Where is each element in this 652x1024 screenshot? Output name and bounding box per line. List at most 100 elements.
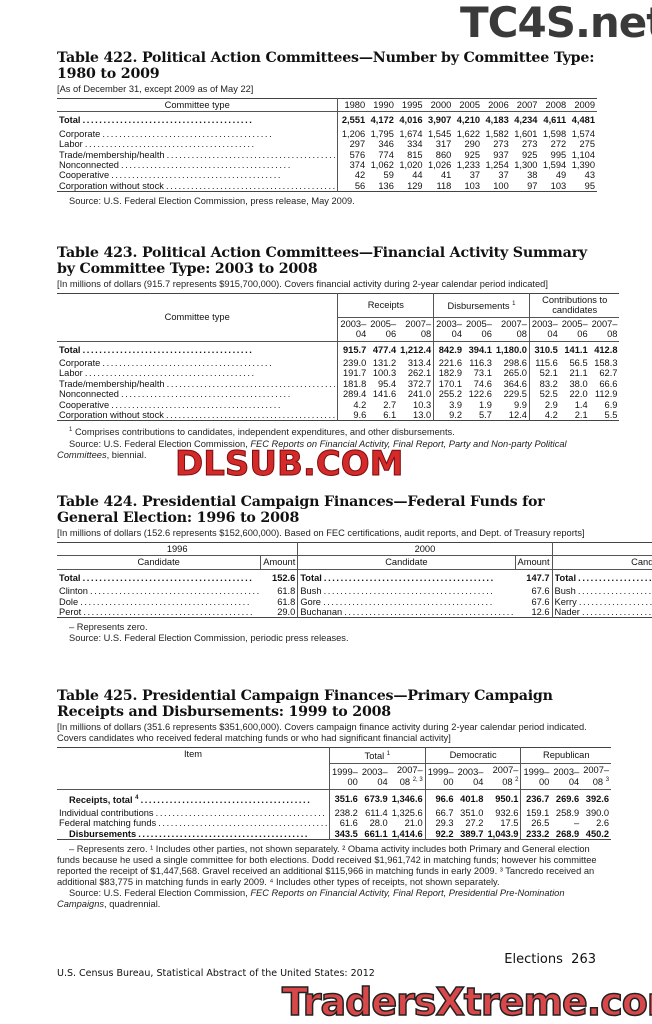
amount-header: Amount bbox=[260, 555, 299, 570]
group-header: Disbursements 1 bbox=[433, 293, 530, 318]
group-label: Disbursements bbox=[447, 301, 510, 312]
cell-value: 181.8 bbox=[343, 378, 367, 389]
cell-value: 131.2 bbox=[372, 358, 397, 369]
cell-value: 116.3 bbox=[469, 358, 492, 369]
cell-value: 73.1 bbox=[473, 368, 492, 379]
row-label-text: Cooperative bbox=[59, 170, 335, 180]
row-label-text: Corporate bbox=[59, 358, 335, 368]
cell-value: 61.6 bbox=[339, 818, 358, 829]
cell-value: 3,907 bbox=[428, 115, 452, 126]
cell-value: 118 bbox=[436, 180, 452, 191]
cell-value: 289.4 bbox=[343, 389, 367, 400]
footnotes: – Represents zero. ¹ Includes other part… bbox=[57, 844, 597, 888]
cell-value: 37 bbox=[498, 170, 509, 181]
period-label: 1999–00 bbox=[331, 766, 358, 788]
period-header: 2003–04 bbox=[455, 763, 486, 790]
running-footer: Elections 263 bbox=[504, 952, 596, 967]
cell-value: 221.6 bbox=[438, 358, 463, 369]
group-header: Total 1 bbox=[329, 747, 426, 764]
table-row: Trade/membership/health 181.8 95.4372.7170… bbox=[57, 378, 619, 390]
cell-value: 317 bbox=[435, 139, 452, 150]
cell-value: 9.6 bbox=[353, 410, 367, 421]
row-label-text: Corporation without stock bbox=[59, 181, 335, 191]
cell-value: 2.7 bbox=[383, 399, 397, 410]
source-note: Source: U.S. Federal Election Commission… bbox=[69, 196, 355, 207]
row-label-text: Individual contributions bbox=[59, 808, 327, 818]
footnote-mark: 1 bbox=[512, 301, 516, 308]
cell-value: 477.4 bbox=[372, 344, 397, 355]
headnote: [In millions of dollars (915.7 represent… bbox=[57, 279, 548, 289]
column-header: 2006 bbox=[482, 98, 511, 113]
watermark-logo: TradersXtreme.com bbox=[281, 980, 652, 1024]
cell-value: 233.2 bbox=[526, 828, 550, 839]
cell-value: 925 bbox=[521, 149, 538, 160]
table-424: 1996200020042008CandidateAmountCandidate… bbox=[57, 542, 652, 619]
period-label: 1999–00 bbox=[427, 766, 454, 788]
row-label-text: Cooperative bbox=[59, 400, 335, 410]
footnote-mark: 2, 3 bbox=[412, 777, 423, 783]
period-header: 2003–04 bbox=[529, 317, 560, 342]
amount-value: 61.8 bbox=[260, 596, 299, 608]
group-header: Republican bbox=[520, 747, 612, 764]
row-label: Nonconnected bbox=[57, 160, 339, 171]
table-row: Cooperative 4.2 2.710.3 3.9 1.99.9 2.9 1.4 6.9 bbox=[57, 399, 619, 411]
row-label-text: Federal matching funds bbox=[59, 818, 327, 828]
period-header: 2003–04 bbox=[551, 763, 582, 790]
cell-value: 4,016 bbox=[399, 115, 423, 126]
cell-value: 334 bbox=[407, 139, 423, 150]
period-label: 2003–04 bbox=[436, 318, 463, 340]
cell-value: 100.3 bbox=[372, 368, 397, 379]
row-label: Labor bbox=[57, 139, 339, 150]
period-header: 1999–00 bbox=[425, 763, 456, 790]
row-label-value: Federal matching funds bbox=[59, 818, 157, 829]
cell-value: 932.6 bbox=[485, 808, 522, 819]
period-header: 2003–04 bbox=[433, 317, 465, 342]
table-425: Item Total 1 Democratic Republican 1999–00 20… bbox=[57, 747, 612, 841]
watermark-logo: TC4S.net bbox=[460, 0, 652, 47]
cell-value: 576 bbox=[349, 149, 366, 160]
table-title: Table 425. Presidential Campaign Finance… bbox=[57, 688, 553, 720]
period-header: 1999–00 bbox=[329, 763, 360, 790]
cell-value: 2.6 bbox=[596, 818, 610, 829]
footnote-mark: 4 bbox=[135, 794, 139, 801]
row-label-text: Receipts, total 4 bbox=[59, 793, 327, 806]
candidate-name-text: Gore bbox=[300, 597, 513, 607]
cell-value: 611.4 bbox=[365, 808, 388, 818]
footnote-mark: 2 bbox=[515, 777, 519, 783]
cell-value: 170.1 bbox=[438, 378, 463, 389]
cell-value: 774 bbox=[378, 149, 394, 160]
cell-value: 43 bbox=[584, 170, 595, 181]
cell-value: 56 bbox=[354, 180, 366, 191]
cell-value: 238.2 bbox=[334, 808, 358, 818]
period-label: 2007–08 bbox=[591, 318, 618, 340]
cell-value: 272 bbox=[550, 139, 567, 150]
amount-header: Amount bbox=[515, 555, 553, 570]
group-label: Republican bbox=[542, 750, 590, 761]
cell-value: 38 bbox=[527, 170, 538, 181]
row-label: Individual contributions bbox=[57, 808, 330, 819]
column-header: 2008 bbox=[539, 98, 569, 113]
table-row: Corporation without stock 9.6 6.113.0 9.2 5.… bbox=[57, 410, 619, 421]
period-header: 1999–00 bbox=[520, 763, 552, 790]
cell-value: 2,551 bbox=[341, 115, 366, 126]
cell-value: 925 bbox=[464, 149, 481, 160]
cell-value: 401.8 bbox=[460, 793, 484, 804]
cell-value: 392.6 bbox=[585, 793, 610, 804]
cell-value: 2.9 bbox=[544, 399, 558, 410]
group-label: Receipts bbox=[367, 300, 404, 311]
column-header: 2000 bbox=[424, 98, 454, 113]
cell-value: 1,414.6 bbox=[389, 828, 426, 840]
row-label: Federal matching funds bbox=[57, 818, 330, 829]
table-row: Total152.6Total147.7Total150.1Total84.2 bbox=[57, 569, 652, 587]
period-header: 2005–06 bbox=[368, 317, 399, 342]
cell-value: 258.9 bbox=[555, 808, 580, 818]
row-label-value: Individual contributions bbox=[59, 808, 154, 818]
section-name: Elections bbox=[504, 952, 563, 967]
cell-value: 74.6 bbox=[473, 378, 492, 389]
table-423-section: Table 423. Political Action Committees—F… bbox=[57, 245, 620, 461]
cell-value: 112.9 bbox=[594, 389, 618, 400]
row-label: Labor bbox=[57, 368, 339, 379]
candidate-header: Candidate bbox=[297, 555, 516, 570]
amount-value: 29.0 bbox=[260, 607, 299, 618]
